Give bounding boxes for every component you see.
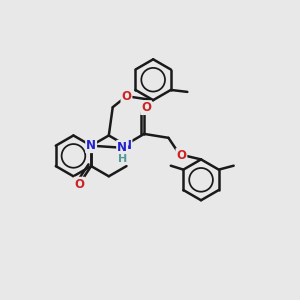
Text: O: O	[122, 90, 131, 103]
Text: N: N	[117, 141, 127, 154]
Text: O: O	[74, 178, 84, 191]
Text: O: O	[141, 101, 151, 114]
Text: O: O	[176, 149, 186, 162]
Text: N: N	[86, 139, 96, 152]
Text: H: H	[118, 154, 127, 164]
Text: N: N	[122, 139, 131, 152]
